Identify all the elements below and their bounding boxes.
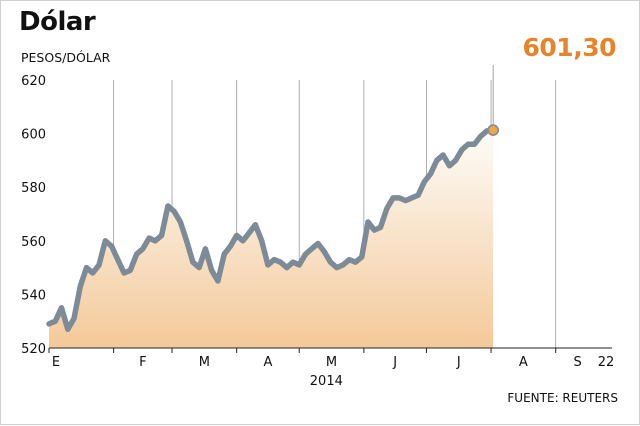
x-tick-label: E (52, 355, 60, 370)
x-tick-label: J (392, 355, 397, 370)
year-label: 2014 (310, 374, 343, 389)
area-fill (49, 130, 494, 348)
x-tick-label: F (139, 355, 146, 370)
x-tick-label: A (519, 355, 528, 370)
y-tick-label: 560 (21, 235, 46, 250)
y-tick-labels: 520 540 560 580 600 620 (21, 74, 46, 357)
y-tick-label: 620 (21, 74, 46, 89)
x-tick-label: M (326, 355, 337, 370)
area-path (49, 130, 494, 348)
chart-title: Dólar (19, 7, 96, 37)
series-line (46, 124, 500, 332)
last-value-label: 601,30 (522, 33, 617, 62)
x-tick-label: S (573, 355, 581, 370)
x-tick-label: A (263, 355, 272, 370)
y-axis-label: PESOS/DÓLAR (21, 50, 111, 65)
x-tick-labels: E F M A M J J A S 22 2014 (52, 355, 614, 389)
x-axis (48, 347, 612, 353)
y-tick-label: 600 (21, 128, 46, 143)
x-tick-label: J (456, 355, 461, 370)
y-tick-label: 540 (21, 288, 46, 303)
y-tick-label: 520 (21, 342, 46, 357)
x-tick-label: M (199, 355, 210, 370)
series-path (46, 127, 496, 332)
last-point-marker (487, 124, 500, 137)
x-tick-label: 22 (598, 355, 615, 370)
source-note: FUENTE: REUTERS (507, 391, 618, 405)
y-tick-label: 580 (21, 181, 46, 196)
